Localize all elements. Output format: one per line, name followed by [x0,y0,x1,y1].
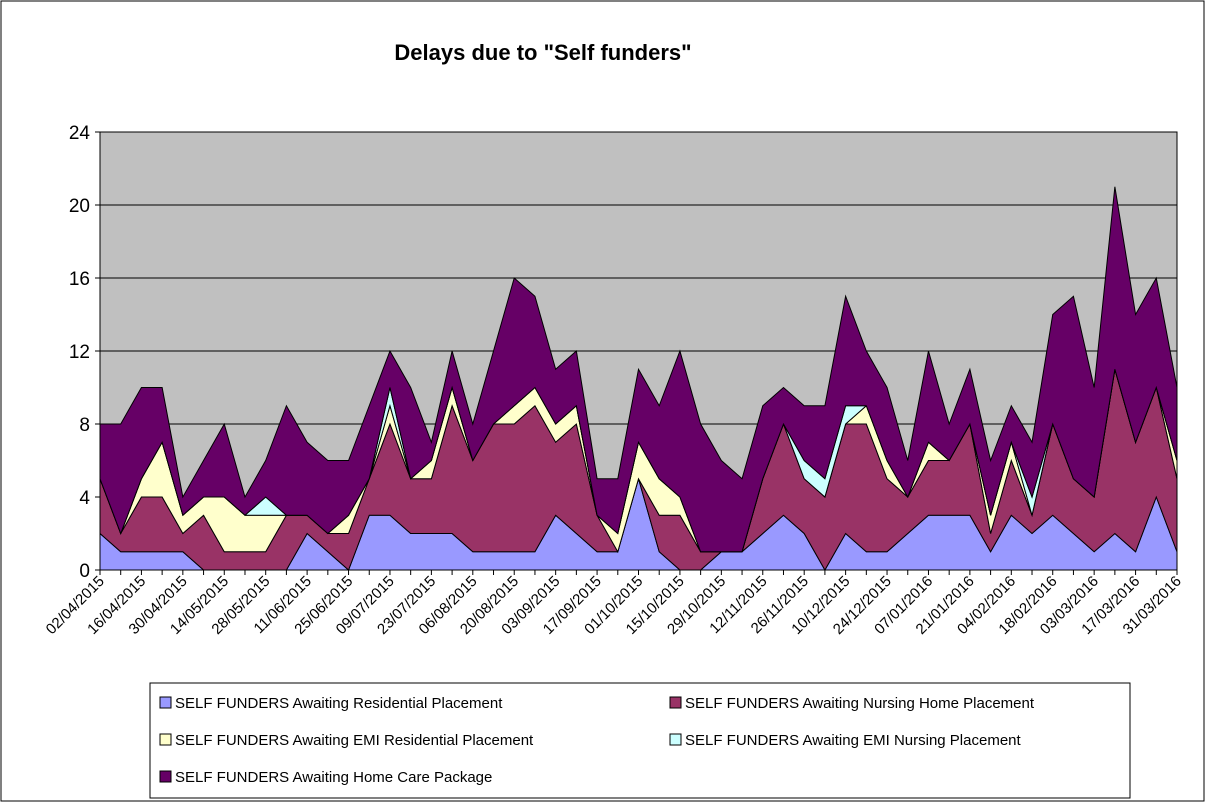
y-tick-label: 4 [79,488,90,509]
legend-swatch [159,733,172,746]
y-tick-label: 8 [79,415,90,436]
legend-swatch [669,733,682,746]
y-tick-label: 24 [69,123,91,144]
legend [149,682,1131,799]
legend-label: SELF FUNDERS Awaiting EMI Nursing Placem… [685,732,1022,749]
legend-label: SELF FUNDERS Awaiting EMI Residential Pl… [175,732,534,749]
y-tick-label: 12 [69,342,90,363]
chart-title: Delays due to "Self funders" [394,40,691,65]
legend-swatch [159,770,172,783]
y-tick-label: 20 [69,196,90,217]
y-tick-label: 16 [69,269,90,290]
legend-swatch [669,696,682,709]
legend-label: SELF FUNDERS Awaiting Home Care Package [175,769,492,786]
legend-swatch [159,696,172,709]
y-tick-label: 0 [79,561,90,582]
legend-label: SELF FUNDERS Awaiting Nursing Home Place… [685,695,1035,712]
legend-label: SELF FUNDERS Awaiting Residential Placem… [175,695,503,712]
